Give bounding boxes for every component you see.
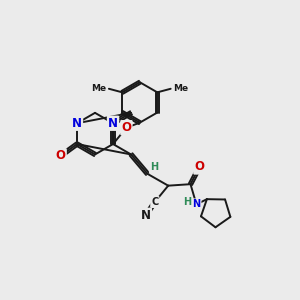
Text: H: H xyxy=(150,162,158,172)
Text: O: O xyxy=(56,149,66,162)
Text: C: C xyxy=(151,197,158,207)
Text: O: O xyxy=(194,160,204,173)
Text: N: N xyxy=(72,117,82,130)
Text: Me: Me xyxy=(92,84,106,93)
Text: N: N xyxy=(141,209,151,222)
Text: N: N xyxy=(192,200,200,209)
Text: H: H xyxy=(183,197,191,207)
Text: N: N xyxy=(108,117,118,130)
Text: Me: Me xyxy=(173,84,188,93)
Text: O: O xyxy=(122,121,131,134)
